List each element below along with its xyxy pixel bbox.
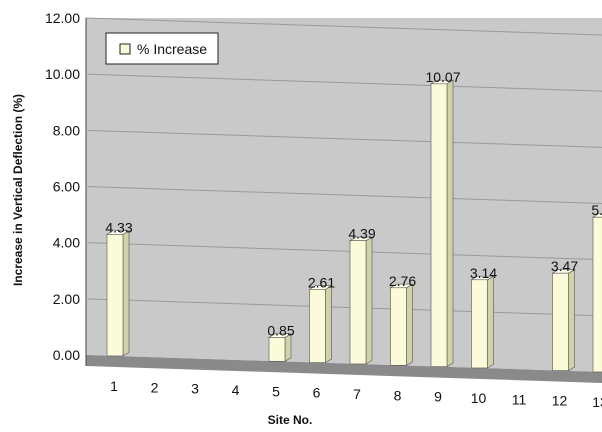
bar [471, 279, 488, 369]
legend-swatch [119, 43, 131, 55]
data-label: 2.61 [308, 274, 335, 290]
x-tick-label: 3 [191, 381, 199, 397]
bars [105, 79, 602, 373]
data-label: 10.07 [425, 69, 460, 85]
x-tick-label: 7 [353, 386, 361, 402]
bar-side [568, 269, 575, 372]
bar-side [487, 275, 494, 369]
y-tick-label: 4.00 [53, 235, 80, 251]
bar [309, 289, 326, 363]
bar [268, 337, 286, 362]
gridline [85, 186, 602, 204]
x-tick-label: 10 [471, 390, 487, 406]
gridline [85, 17, 602, 36]
bar-side [365, 236, 373, 365]
bar-side [406, 283, 413, 366]
data-label: 2.76 [389, 273, 416, 289]
data-label: 0.85 [267, 322, 294, 338]
data-label: 3.14 [470, 265, 497, 281]
bar [430, 83, 448, 367]
x-tick-label: 12 [552, 393, 568, 409]
x-tick-label: 5 [272, 383, 280, 399]
y-axis-title: Increase in Vertical Deflection (%) [11, 94, 25, 286]
gridline [85, 73, 602, 92]
bar-top [591, 213, 602, 218]
bar [552, 272, 569, 371]
x-axis-title: Site No. [268, 413, 313, 427]
y-tick-label: 8.00 [53, 122, 80, 138]
data-label: 4.39 [348, 226, 375, 242]
plot-floor [86, 355, 602, 383]
bar [592, 216, 602, 373]
y-tick-label: 10.00 [45, 66, 80, 82]
data-label: 5.51 [591, 202, 602, 218]
x-axis-ticks: 12345678910111213 [110, 378, 602, 410]
bar-side [122, 230, 130, 357]
x-tick-label: 4 [232, 382, 240, 398]
gridlines [85, 17, 602, 317]
gridline [85, 298, 602, 317]
x-tick-label: 13 [592, 394, 602, 410]
x-tick-label: 6 [313, 385, 321, 401]
legend-label: % Increase [137, 41, 207, 57]
bar [349, 240, 367, 365]
x-tick-label: 8 [394, 387, 402, 403]
x-tick-label: 2 [151, 379, 159, 395]
y-tick-label: 0.00 [53, 347, 80, 363]
y-tick-label: 2.00 [53, 291, 80, 307]
bar-side [446, 79, 454, 368]
y-tick-label: 12.00 [45, 10, 80, 26]
bar-side [325, 285, 332, 364]
gridline [85, 242, 602, 261]
gridline [85, 129, 602, 148]
bar [106, 234, 124, 357]
data-label: 3.47 [551, 258, 578, 274]
y-tick-label: 6.00 [53, 179, 80, 195]
x-tick-label: 9 [434, 389, 442, 405]
bar [390, 287, 407, 366]
data-label: 4.33 [105, 219, 132, 235]
legend: % Increase [105, 32, 219, 65]
x-tick-label: 11 [512, 391, 527, 407]
x-tick-label: 1 [110, 378, 118, 394]
y-axis-ticks: 0.00 2.00 4.00 6.00 8.00 10.00 12.00 [45, 10, 80, 363]
data-labels: 4.33 0.85 2.61 4.39 2.76 10.07 3.14 3.47 5.51 [105, 69, 602, 339]
